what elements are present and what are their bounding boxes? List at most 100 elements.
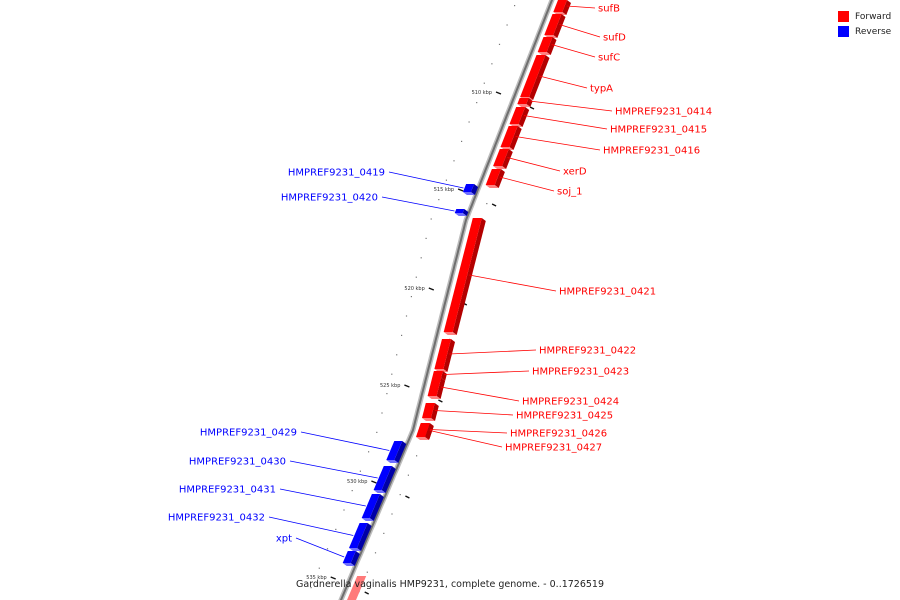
- major-tick-right: [438, 399, 443, 403]
- gene-block-bottom: [443, 332, 457, 335]
- gene-leader-line: [429, 430, 503, 448]
- gene-block[interactable]: [342, 551, 360, 566]
- gene-label[interactable]: HMPREF9231_0420: [281, 193, 378, 204]
- gene-block-side: [381, 466, 396, 493]
- gene-label[interactable]: HMPREF9231_0432: [168, 513, 265, 524]
- minor-tick: [351, 490, 353, 492]
- legend-forward-label: Forward: [855, 11, 892, 22]
- gene-block-side: [518, 107, 530, 127]
- gene-block[interactable]: [500, 126, 522, 150]
- major-tick-left: [495, 91, 502, 95]
- gene-label[interactable]: HMPREF9231_0427: [505, 443, 602, 454]
- minor-tick: [476, 102, 478, 104]
- gene-block-side: [529, 55, 550, 100]
- gene-label[interactable]: typA: [590, 84, 613, 95]
- gene-block-side: [425, 424, 434, 440]
- gene-block[interactable]: [349, 523, 372, 551]
- major-tick-right: [364, 591, 370, 595]
- gene-block[interactable]: [443, 218, 486, 335]
- gene-block-face: [432, 371, 443, 378]
- gene-block[interactable]: [544, 14, 566, 38]
- gene-label[interactable]: HMPREF9231_0421: [559, 287, 656, 298]
- gene-block[interactable]: [416, 424, 434, 440]
- gene-block[interactable]: [434, 339, 455, 372]
- gene-label[interactable]: HMPREF9231_0431: [179, 485, 276, 496]
- gene-block[interactable]: [427, 378, 446, 399]
- gene-leader-line: [559, 24, 601, 38]
- gene-label[interactable]: HMPREF9231_0423: [532, 367, 629, 378]
- gene-leader-line: [551, 44, 596, 58]
- gene-label[interactable]: xpt: [276, 534, 292, 545]
- gene-labels: sufB sufD sufC typA HMPREF9231_0414 HMPREF923…: [168, 4, 712, 558]
- gene-block-face: [517, 98, 529, 104]
- gene-block[interactable]: [386, 441, 407, 463]
- gene-block-side: [494, 169, 505, 188]
- gene-block-face: [427, 378, 442, 396]
- minor-tick: [335, 528, 337, 530]
- gene-block[interactable]: [422, 403, 439, 421]
- gene-features: [342, 0, 571, 600]
- gene-block-side: [350, 551, 360, 566]
- minor-tick: [318, 567, 320, 569]
- gene-label[interactable]: xerD: [563, 167, 587, 178]
- gene-block-side: [431, 403, 439, 421]
- gene-label[interactable]: HMPREF9231_0424: [522, 397, 619, 408]
- backbone-line: [339, 0, 554, 600]
- gene-label[interactable]: sufB: [598, 4, 620, 15]
- gene-block[interactable]: [361, 494, 384, 521]
- minor-tick: [376, 431, 378, 433]
- gene-block-side: [502, 149, 513, 169]
- gene-label[interactable]: HMPREF9231_0422: [539, 346, 636, 357]
- legend-reverse: Reverse: [838, 24, 891, 39]
- gene-leader-line: [523, 115, 608, 130]
- gene-leader-line: [268, 516, 354, 536]
- gene-label[interactable]: sufD: [603, 33, 626, 44]
- gene-label[interactable]: HMPREF9231_0416: [603, 146, 700, 157]
- gene-block-bottom: [373, 490, 386, 493]
- minor-tick: [410, 296, 412, 298]
- minor-tick: [326, 548, 329, 550]
- gene-label[interactable]: HMPREF9231_0430: [189, 457, 286, 468]
- gene-block-partial: [347, 576, 367, 600]
- gene-leader-line: [499, 176, 555, 192]
- major-tick-right: [405, 495, 410, 499]
- minor-tick: [420, 257, 422, 259]
- gene-block[interactable]: [454, 209, 469, 216]
- major-tick-left: [428, 287, 435, 291]
- gene-block[interactable]: [553, 0, 571, 15]
- gene-block-bottom: [349, 548, 361, 551]
- genome-caption: Gardnerella vaginalis HMP9231, complete …: [295, 579, 605, 590]
- gene-block[interactable]: [537, 37, 557, 55]
- gene-label[interactable]: sufC: [598, 53, 620, 64]
- gene-label[interactable]: HMPREF9231_0426: [510, 429, 607, 440]
- gene-block-face: [349, 523, 368, 548]
- gene-label[interactable]: HMPREF9231_0429: [200, 428, 297, 439]
- minor-tick: [386, 393, 388, 395]
- gene-label[interactable]: soj_1: [557, 187, 582, 198]
- gene-block[interactable]: [509, 107, 530, 127]
- gene-block[interactable]: [517, 98, 533, 107]
- gene-block-bottom: [517, 104, 531, 107]
- gene-block-side: [562, 0, 571, 15]
- gene-block-side: [546, 37, 557, 55]
- gene-block[interactable]: [373, 466, 396, 493]
- gene-label[interactable]: HMPREF9231_0415: [610, 125, 707, 136]
- gene-label[interactable]: HMPREF9231_0419: [288, 168, 385, 179]
- gene-block[interactable]: [493, 149, 513, 169]
- gene-block-side: [394, 441, 407, 463]
- minor-tick: [399, 494, 401, 496]
- tick-label: 510 kbp: [472, 90, 492, 96]
- gene-label[interactable]: HMPREF9231_0425: [516, 411, 613, 422]
- minor-tick: [498, 43, 501, 45]
- gene-block[interactable]: [462, 184, 479, 195]
- gene-block[interactable]: [485, 169, 505, 188]
- gene-block-face: [553, 0, 567, 12]
- gene-label[interactable]: HMPREF9231_0414: [615, 107, 712, 118]
- gene-block-side: [357, 523, 372, 551]
- minor-tick: [438, 199, 440, 201]
- tick-label: 530 kbp: [347, 479, 367, 485]
- minor-tick: [483, 82, 485, 84]
- minor-tick: [506, 24, 508, 26]
- gene-leader-line: [449, 349, 537, 355]
